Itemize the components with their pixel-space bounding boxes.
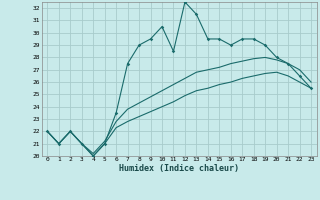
X-axis label: Humidex (Indice chaleur): Humidex (Indice chaleur) [119,164,239,173]
